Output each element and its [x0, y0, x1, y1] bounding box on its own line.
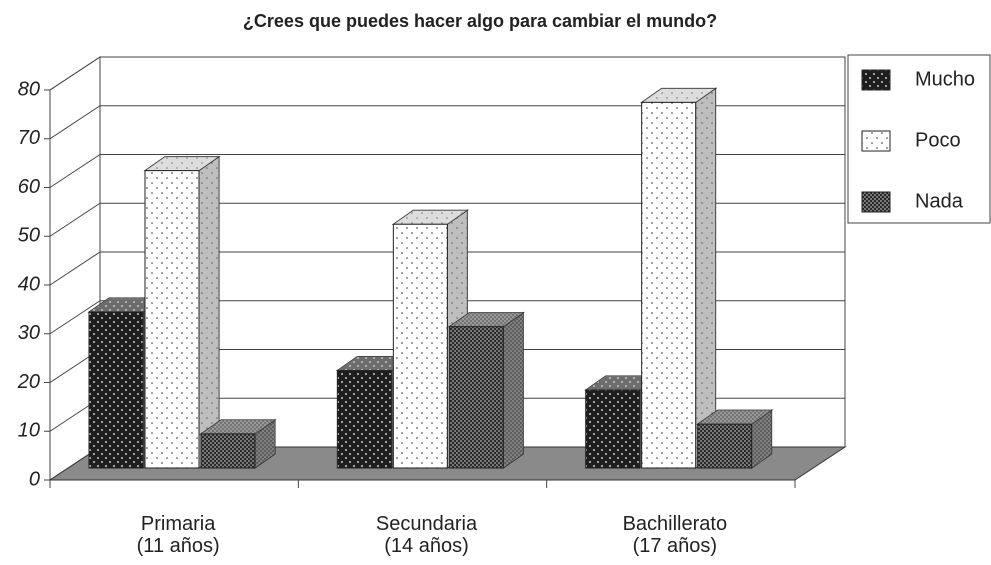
bar	[200, 433, 256, 469]
bar	[88, 311, 144, 469]
x-tick-label: Bachillerato (17 años)	[622, 513, 728, 557]
x-tick-label: Secundaria (14 años)	[375, 513, 478, 557]
y-tick-label: 50	[18, 225, 40, 247]
bar-top-shade	[641, 88, 716, 103]
bar	[448, 326, 504, 469]
legend-label: Poco	[915, 129, 961, 151]
legend-swatch	[861, 191, 891, 213]
y-tick-label: 70	[18, 127, 40, 149]
bar	[585, 389, 641, 469]
bar-top-shade	[145, 156, 219, 171]
bar-side-shade	[255, 419, 275, 468]
legend-label: Mucho	[915, 68, 975, 90]
chart-title: ¿Crees que puedes hacer algo para cambia…	[243, 11, 717, 31]
bar	[144, 170, 200, 469]
grid-line	[49, 56, 101, 91]
y-tick-label: 10	[18, 420, 40, 442]
bar-top-shade	[697, 410, 772, 425]
x-tick-label: Primaria (11 años)	[136, 513, 220, 557]
bar-top-shade	[449, 312, 524, 327]
y-tick-label: 0	[29, 468, 40, 490]
grid-line	[49, 251, 101, 286]
legend-swatch	[861, 69, 891, 91]
grid-line	[49, 154, 101, 188]
y-tick-label: 30	[18, 322, 40, 344]
y-tick-label: 80	[18, 78, 40, 100]
bar	[336, 370, 392, 469]
grid-line	[49, 105, 101, 140]
legend-label: Nada	[915, 190, 964, 212]
bar-top-shade	[393, 210, 468, 225]
bar-side-shade	[199, 156, 219, 468]
grid-line	[49, 300, 101, 335]
bar	[641, 101, 697, 469]
y-tick-label: 20	[17, 371, 40, 393]
y-tick-label: 60	[18, 176, 40, 198]
bar-side-shade	[751, 410, 772, 468]
bar-side-shade	[695, 88, 716, 468]
bar-side-shade	[503, 312, 524, 468]
grid-line	[49, 202, 101, 237]
legend-swatch	[861, 130, 891, 152]
bar	[697, 423, 753, 469]
y-tick-label: 40	[18, 273, 40, 295]
bar-top-shade	[201, 419, 275, 434]
bar	[392, 223, 448, 469]
